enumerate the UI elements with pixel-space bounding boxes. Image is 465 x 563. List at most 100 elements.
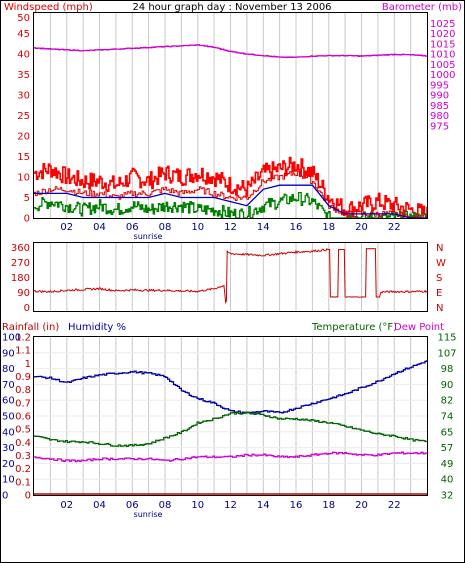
rainfall-tick-label: 1.2 <box>15 333 31 344</box>
barometer-tick-label: 995 <box>430 80 449 91</box>
dewpoint-axis-label: Dew Point <box>394 322 444 333</box>
temperature-tick-label: 65 <box>441 427 454 438</box>
barometer-series-line <box>34 44 428 59</box>
rainfall-tick-label: 0.3 <box>15 451 31 462</box>
compass-label: W <box>436 258 446 269</box>
barometer-tick-label: 980 <box>430 111 449 122</box>
humidity-tick-label: 50 <box>2 412 15 423</box>
x-tick-label: 18 <box>322 222 335 233</box>
compass-label: E <box>436 288 442 299</box>
rainfall-tick-label: 0.4 <box>15 438 31 449</box>
windspeed-axis-label: Windspeed (mph) <box>4 2 93 13</box>
direction-degree-label: 360 <box>11 243 30 254</box>
rainfall-tick-label: 0.8 <box>15 385 31 396</box>
chart-title: 24 hour graph day : November 13 2006 <box>132 2 331 13</box>
x-tick-label: 06 <box>126 222 139 233</box>
humidity-axis-label: Humidity % <box>68 322 126 333</box>
humidity-tick-label: 0 <box>2 491 8 502</box>
x-tick-label: 20 <box>355 500 368 511</box>
humidity-tick-label: 30 <box>2 443 15 454</box>
direction-panel-grid <box>49 243 412 311</box>
temperature-tick-label: 40 <box>441 475 454 486</box>
gust-series-line <box>34 156 428 219</box>
x-tick-label: 22 <box>388 222 401 233</box>
windspeed-tick-label: 25 <box>17 111 30 122</box>
rainfall-tick-label: 0.1 <box>15 477 31 488</box>
rainfall-tick-label: 0.7 <box>15 398 31 409</box>
humidity-tick-label: 80 <box>2 364 15 375</box>
direction-panel-series <box>33 247 428 304</box>
barometer-tick-label: 1010 <box>430 50 455 61</box>
top-panel-series <box>34 44 428 219</box>
temperature-tick-label: 57 <box>441 443 454 454</box>
rainfall-tick-label: 0.9 <box>15 372 31 383</box>
direction-degree-label: 0 <box>24 303 30 314</box>
dewpoint-series-line <box>34 451 428 463</box>
top-panel-x-ticks: 02 04 06 08 10 12 14 16 18 20 22 <box>60 222 400 233</box>
rainfall-axis-label: Rainfall (in) <box>2 322 59 333</box>
x-tick-label: 04 <box>93 222 106 233</box>
barometer-tick-label: 990 <box>430 91 449 102</box>
barometer-tick-label: 1005 <box>430 60 455 71</box>
direction-degree-label: 90 <box>17 288 30 299</box>
bottom-panel-series <box>34 360 428 495</box>
x-tick-label: 10 <box>191 500 204 511</box>
temperature-tick-label: 90 <box>441 380 454 391</box>
humidity-tick-label: 90 <box>2 348 15 359</box>
x-tick-label: 08 <box>159 222 172 233</box>
x-tick-label: 08 <box>159 500 172 511</box>
temperature-tick-label: 107 <box>437 348 456 359</box>
barometer-tick-label: 1000 <box>430 70 455 81</box>
temperature-tick-label: 82 <box>441 396 454 407</box>
bottom-panel-grid <box>34 337 427 495</box>
compass-label: N <box>436 243 443 254</box>
direction-degree-labels: 360 270 180 90 0 <box>11 243 30 314</box>
windspeed-series-line <box>34 170 427 219</box>
humidity-tick-label: 60 <box>2 396 15 407</box>
barometer-axis-label: Barometer (mb) <box>382 2 462 13</box>
rainfall-tick-label: 0.6 <box>15 412 31 423</box>
direction-panel-frame <box>33 242 428 312</box>
compass-label: N <box>436 303 443 314</box>
windspeed-tick-label: 10 <box>17 173 30 184</box>
x-tick-label: 22 <box>388 500 401 511</box>
barometer-tick-label: 1025 <box>430 19 455 30</box>
windspeed-tick-label: 35 <box>17 70 30 81</box>
humidity-tick-label: 70 <box>2 380 15 391</box>
wind-direction-series-line <box>33 247 428 304</box>
x-tick-label: 18 <box>322 500 335 511</box>
x-tick-label: 12 <box>224 500 237 511</box>
rainfall-tick-label: 1.1 <box>15 346 31 357</box>
windspeed-tick-label: 15 <box>17 152 30 163</box>
humidity-series-line <box>34 360 428 414</box>
bottom-panel-x-ticks: 02 04 06 08 10 12 14 16 18 20 22 <box>60 500 400 511</box>
x-tick-label: 16 <box>290 500 303 511</box>
temperature-tick-label: 98 <box>441 364 454 375</box>
rainfall-tick-label: 1 <box>25 359 31 370</box>
humidity-tick-label: 40 <box>2 427 15 438</box>
barometer-tick-label: 1020 <box>430 29 455 40</box>
x-tick-label: 10 <box>191 222 204 233</box>
x-tick-label: 12 <box>224 222 237 233</box>
x-tick-label: 06 <box>126 500 139 511</box>
windspeed-tick-label: 30 <box>17 91 30 102</box>
average-wind-series-line <box>34 184 427 219</box>
barometer-tick-label: 975 <box>430 121 449 132</box>
barometer-tick-label: 985 <box>430 101 449 112</box>
temperature-axis-label: Temperature (°F) <box>311 322 397 333</box>
windspeed-tick-label: 0 <box>24 214 30 225</box>
x-tick-label: 14 <box>257 500 270 511</box>
direction-degree-label: 180 <box>11 273 30 284</box>
humidity-tick-label: 10 <box>2 475 15 486</box>
windspeed-tick-label: 5 <box>24 193 30 204</box>
top-panel-frame <box>33 12 428 219</box>
x-tick-label: 02 <box>60 500 73 511</box>
direction-degree-label: 270 <box>11 258 30 269</box>
temperature-series-line <box>34 411 428 448</box>
